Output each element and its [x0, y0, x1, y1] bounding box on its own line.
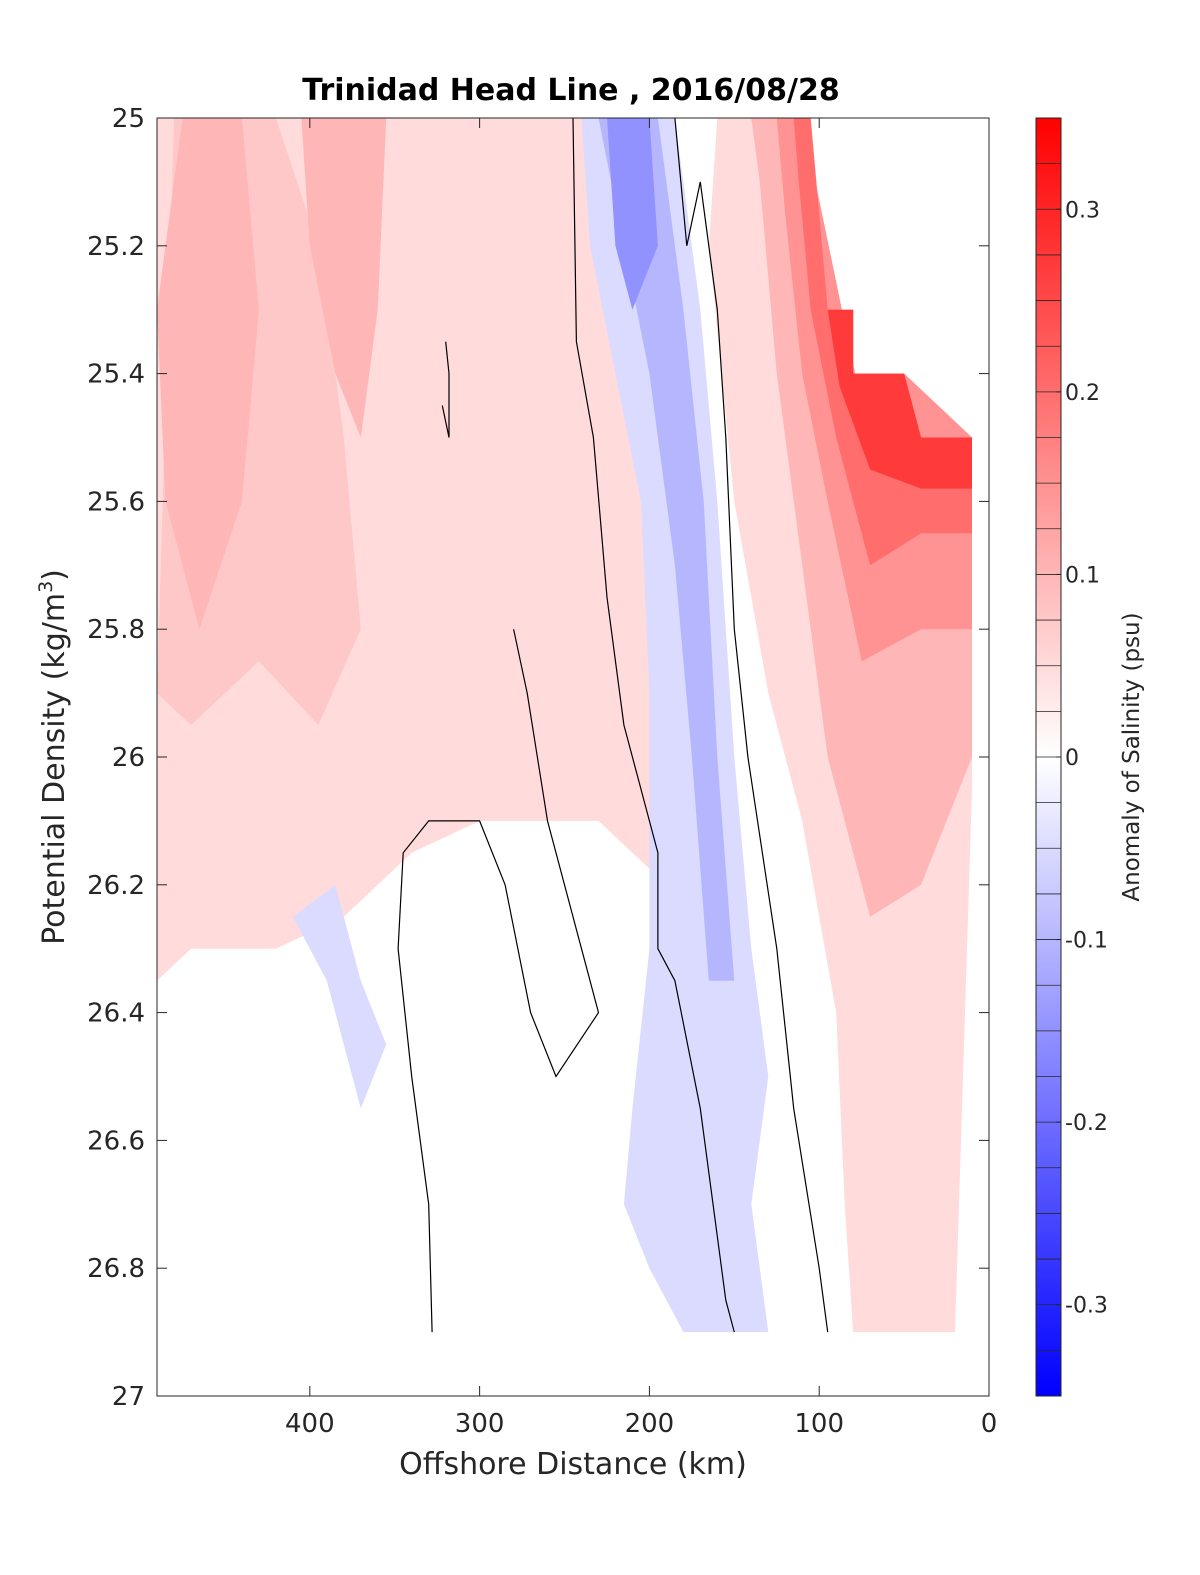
colorbar-tick-label: -0.1 [1065, 929, 1108, 954]
chart-title: Trinidad Head Line , 2016/08/28 [302, 73, 839, 108]
x-tick-label: 200 [625, 1409, 675, 1439]
y-axis-label-superscript: 3 [35, 581, 57, 593]
colorbar-tick-label: 0.1 [1065, 563, 1100, 588]
x-tick-label: 0 [981, 1409, 998, 1439]
blue-anomaly-region-12 [607, 118, 658, 310]
blue-anomaly-region-10 [292, 884, 387, 1109]
colorbar-tick-label: -0.2 [1065, 1111, 1108, 1136]
y-tick-label: 25.6 [87, 487, 145, 517]
red-anomaly-region-4 [301, 118, 387, 438]
y-tick-label: 26.8 [87, 1254, 145, 1284]
y-axis-label-main: Potential Density (kg/m [37, 593, 72, 945]
y-axis: 25 25.2 25.4 25.6 25.8 26 26.2 26.4 26.6 26.8 27 [87, 104, 989, 1412]
x-tick-label: 100 [794, 1409, 844, 1439]
zero-contour-line-1 [674, 118, 829, 1333]
x-axis-label: Offshore Distance (km) [399, 1447, 747, 1482]
y-tick-label: 25.8 [87, 615, 145, 645]
y-tick-label: 26 [112, 743, 145, 773]
red-anomaly-region-8 [827, 309, 972, 489]
colorbar-tick-label: 0.3 [1065, 198, 1100, 223]
y-tick-label: 25.4 [87, 360, 145, 390]
colorbar-tick-label: 0 [1065, 746, 1079, 771]
zero-contour-line-2 [441, 341, 450, 438]
colorbar-ticks: -0.3 -0.2 -0.1 0 0.1 0.2 0.3 [1056, 198, 1108, 1319]
colorbar-tick-label: -0.3 [1065, 1294, 1108, 1319]
zero-contour-line-3 [397, 629, 600, 1333]
y-axis-label: Potential Density (kg/m3) [35, 569, 72, 945]
colorbar-tick-label: 0.2 [1065, 381, 1100, 406]
y-tick-label: 26.4 [87, 999, 145, 1029]
colorbar-label: Anomaly of Salinity (psu) [1119, 612, 1145, 901]
red-anomaly-region-3 [157, 118, 259, 630]
zero-contour-line-0 [572, 118, 735, 1333]
y-tick-label: 27 [112, 1382, 145, 1412]
x-tick-label: 300 [455, 1409, 505, 1439]
blue-anomaly-region-9 [581, 118, 769, 1333]
anomaly-fill-layer [157, 118, 972, 1333]
y-axis-label-close: ) [37, 569, 72, 581]
y-tick-label: 26.2 [87, 871, 145, 901]
colorbar: -0.3 -0.2 -0.1 0 0.1 0.2 0.3 [1035, 117, 1108, 1397]
y-tick-label: 26.6 [87, 1126, 145, 1156]
x-tick-label: 400 [285, 1409, 335, 1439]
y-tick-label: 25.2 [87, 232, 145, 262]
zero-contour-layer [397, 118, 829, 1333]
y-tick-label: 25 [112, 104, 145, 134]
x-axis: 400 300 200 100 0 [285, 118, 997, 1439]
blue-anomaly-region-11 [598, 118, 735, 981]
